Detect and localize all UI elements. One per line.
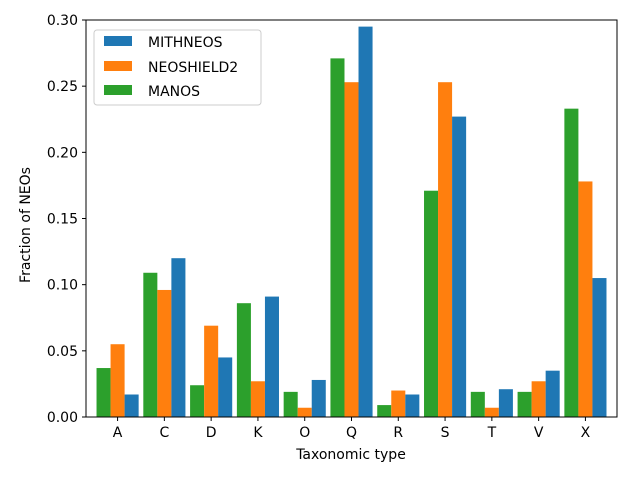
- bar-mithneos-s: [452, 116, 467, 417]
- legend-box: [93, 29, 262, 106]
- bar-neoshield2-s: [438, 82, 453, 417]
- y-tick-label: 0.05: [47, 344, 78, 360]
- y-tick-label: 0.25: [47, 79, 78, 95]
- y-tick-label: 0.10: [47, 278, 78, 294]
- y-tick-label: 0.15: [47, 212, 78, 228]
- x-tick-label: D: [206, 425, 217, 441]
- bar-mithneos-v: [545, 370, 560, 417]
- y-axis-label: Fraction of NEOs: [18, 167, 34, 283]
- x-tick-label: Q: [346, 425, 357, 441]
- bar-mithneos-k: [264, 296, 279, 417]
- legend-label-neoshield2: NEOSHIELD2: [148, 60, 238, 76]
- y-tick-label: 0.30: [47, 13, 78, 29]
- y-axis-ticks: 0.00 0.05 0.10 0.15 0.20 0.25 0.30: [47, 13, 86, 426]
- legend-swatch-mithneos: [104, 36, 132, 46]
- legend-label-mithneos: MITHNEOS: [148, 35, 223, 51]
- bar-neoshield2-c: [157, 289, 172, 417]
- x-tick-label: S: [441, 425, 450, 441]
- bar-mithneos-o: [311, 379, 326, 417]
- bar-manos-s: [424, 190, 439, 417]
- bar-mithneos-q: [358, 26, 373, 418]
- bar-mithneos-c: [171, 258, 186, 417]
- bars-group: [96, 26, 607, 418]
- bar-manos-d: [190, 385, 205, 417]
- bar-mithneos-t: [498, 389, 513, 417]
- bar-manos-c: [143, 272, 158, 417]
- bar-mithneos-a: [124, 394, 139, 417]
- x-tick-label: A: [113, 425, 123, 441]
- bar-neoshield2-v: [531, 381, 546, 417]
- legend: MITHNEOS NEOSHIELD2 MANOS: [93, 29, 262, 106]
- bar-manos-a: [96, 368, 111, 417]
- bar-manos-k: [236, 303, 251, 417]
- bar-neoshield2-d: [204, 325, 219, 417]
- bar-mithneos-d: [218, 357, 233, 417]
- bar-neoshield2-k: [250, 381, 265, 417]
- x-tick-label: O: [299, 425, 310, 441]
- y-tick-label: 0.20: [47, 145, 78, 161]
- bar-mithneos-x: [592, 278, 607, 417]
- bar-mithneos-r: [405, 394, 420, 417]
- bar-neoshield2-o: [297, 407, 312, 417]
- bar-manos-t: [470, 391, 485, 417]
- x-tick-label: T: [487, 425, 497, 441]
- plot-frame: [85, 19, 618, 418]
- bar-manos-r: [377, 405, 392, 417]
- legend-swatch-manos: [104, 85, 132, 95]
- bar-manos-o: [283, 391, 298, 417]
- x-tick-label: V: [534, 425, 544, 441]
- bar-neoshield2-q: [344, 82, 359, 417]
- x-tick-label: C: [159, 425, 169, 441]
- x-tick-label: K: [253, 425, 263, 441]
- bar-manos-x: [564, 108, 579, 417]
- x-tick-label: X: [581, 425, 591, 441]
- bar-neoshield2-t: [484, 407, 499, 417]
- y-tick-label: 0.00: [47, 410, 78, 426]
- bar-manos-v: [517, 391, 532, 417]
- bar-manos-q: [330, 58, 345, 417]
- legend-swatch-neoshield2: [104, 61, 132, 71]
- legend-label-manos: MANOS: [148, 84, 200, 100]
- x-axis-label: Taxonomic type: [295, 447, 406, 463]
- bar-neoshield2-x: [578, 181, 593, 417]
- x-tick-label: R: [393, 425, 403, 441]
- bar-neoshield2-a: [110, 344, 125, 417]
- bar-neoshield2-r: [391, 390, 406, 417]
